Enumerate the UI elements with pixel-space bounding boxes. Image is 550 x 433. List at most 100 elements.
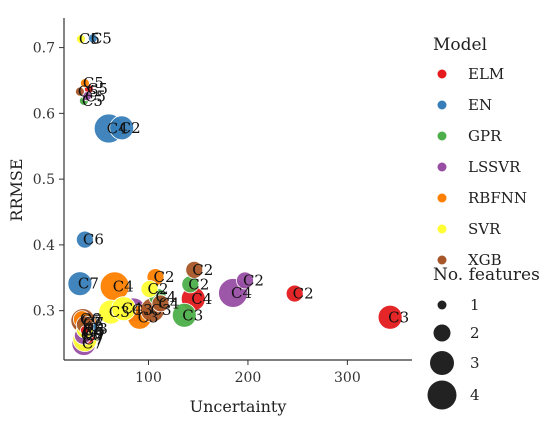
data-point xyxy=(81,91,92,102)
legend-marker xyxy=(437,162,447,172)
x-ticks: 100 200 300 xyxy=(135,360,361,386)
data-point xyxy=(75,86,85,97)
legend-marker xyxy=(437,69,447,79)
y-tick-label: 0.3 xyxy=(33,304,55,320)
legend-marker xyxy=(437,224,447,234)
axes: 100 200 300 0.3 0.4 0.5 0.6 0.7 Uncertainty RR… xyxy=(7,18,412,416)
point-label: C3 xyxy=(150,301,171,319)
data-point xyxy=(151,294,170,313)
point-label: C2 xyxy=(293,285,314,303)
size-legend-marker xyxy=(427,380,457,410)
point-label: C4 xyxy=(107,119,128,137)
data-point xyxy=(79,325,90,336)
legend-entry: RBFNN xyxy=(468,189,527,207)
point-label: C7 xyxy=(85,327,106,345)
y-ticks: 0.3 0.4 0.5 0.6 0.7 xyxy=(33,41,64,320)
point-label: C3 xyxy=(138,308,159,326)
legend-marker xyxy=(437,100,447,110)
point-label: C7 xyxy=(78,275,99,293)
y-tick-label: 0.4 xyxy=(33,238,55,254)
legend-entry: SVR xyxy=(468,220,501,238)
point-label: C4 xyxy=(113,277,134,295)
size-legend-marker xyxy=(433,324,451,342)
point-label: C3 xyxy=(132,301,153,319)
point-label: C7 xyxy=(82,335,103,353)
point-label: C6 xyxy=(83,321,104,339)
legend-entry: GPR xyxy=(468,127,502,145)
data-point xyxy=(75,230,94,249)
data-points xyxy=(67,33,403,356)
legend-entry: ELM xyxy=(468,65,504,83)
size-legend-marker xyxy=(437,300,447,310)
size-legend-entry: 1 xyxy=(470,296,480,314)
point-label: C7 xyxy=(83,314,104,332)
legend-marker xyxy=(437,193,447,203)
x-tick-label: 100 xyxy=(135,370,162,386)
point-label: C5 xyxy=(83,74,104,92)
point-label: C4 xyxy=(122,300,143,318)
legend-entry: LSSVR xyxy=(468,158,521,176)
y-tick-label: 0.7 xyxy=(33,41,55,57)
data-point xyxy=(76,34,86,44)
y-axis-label: RRMSE xyxy=(7,158,26,221)
point-label: C6 xyxy=(83,231,104,249)
point-label: C3 xyxy=(388,308,409,326)
point-label: C6 xyxy=(83,321,104,339)
point-label: C4 xyxy=(155,288,176,306)
size-legend-entry: 3 xyxy=(470,354,480,372)
point-labels: C4C4C4C3C4C2C7C3C3C7C3C7C3C4C7C3C7C2C7C3… xyxy=(78,29,409,352)
data-point xyxy=(140,280,159,298)
color-legend: ELM EN GPR LSSVR RBFNN SVR XGB xyxy=(437,65,527,269)
data-point xyxy=(285,284,304,303)
data-point xyxy=(171,302,197,328)
y-tick-label: 0.5 xyxy=(33,172,55,188)
point-label: C4 xyxy=(191,290,212,308)
point-label: C2 xyxy=(243,271,264,289)
point-label: C2 xyxy=(192,261,213,279)
size-legend-entry: 4 xyxy=(470,386,480,404)
data-point xyxy=(185,260,204,279)
data-point xyxy=(111,296,137,322)
point-label: C7 xyxy=(83,324,104,342)
point-label: C4 xyxy=(158,294,179,312)
legend-marker xyxy=(437,131,447,141)
data-point xyxy=(109,115,135,141)
legend: Model ELM EN GPR LSSVR RBFNN SVR XGB No. featu… xyxy=(427,35,540,410)
point-label: C3 xyxy=(109,303,130,321)
point-label: C7 xyxy=(81,312,102,330)
legend-entry: XGB xyxy=(468,251,502,269)
point-label: C5 xyxy=(78,83,99,101)
point-label: C6 xyxy=(83,315,104,333)
x-tick-label: 200 xyxy=(235,370,262,386)
point-label: C2 xyxy=(153,268,174,286)
data-point xyxy=(236,271,254,290)
data-point xyxy=(79,78,90,89)
point-label: C2 xyxy=(148,280,169,298)
size-legend-marker xyxy=(430,351,454,375)
point-label: C5 xyxy=(79,30,100,48)
point-label: C3 xyxy=(87,320,108,338)
legend-entry: EN xyxy=(468,96,492,114)
x-axis-label: Uncertainty xyxy=(190,397,287,416)
size-legend: 1 2 3 4 xyxy=(427,296,480,410)
point-label: C5 xyxy=(87,80,108,98)
legend-title: Model xyxy=(433,35,487,55)
data-point xyxy=(87,33,98,44)
point-label: C2 xyxy=(120,119,141,137)
point-label: C6 xyxy=(81,327,102,345)
data-point xyxy=(67,271,93,297)
point-label: C2 xyxy=(188,275,209,293)
point-label: C4 xyxy=(231,284,252,302)
size-legend-entry: 2 xyxy=(470,324,480,342)
point-label: C5 xyxy=(91,29,112,47)
point-label: C6 xyxy=(80,310,101,328)
legend-marker xyxy=(437,255,447,265)
y-tick-label: 0.6 xyxy=(33,106,55,122)
size-legend-title: No. features xyxy=(433,265,540,285)
x-tick-label: 300 xyxy=(334,370,361,386)
data-point xyxy=(377,304,403,330)
point-label: C3 xyxy=(182,306,203,324)
point-label: C5 xyxy=(85,87,106,105)
point-label: C5 xyxy=(82,92,103,110)
